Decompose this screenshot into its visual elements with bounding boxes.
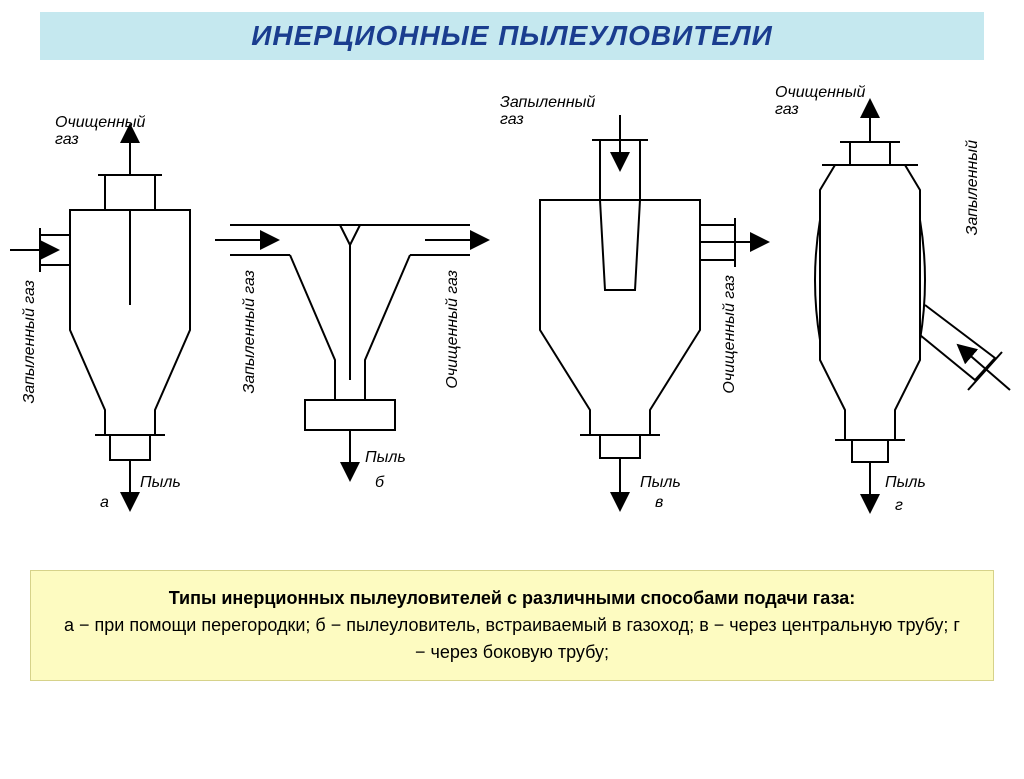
caption-heading: Типы инерционных пылеуловителей с различ… xyxy=(61,585,963,612)
title-bar: ИНЕРЦИОННЫЕ ПЫЛЕУЛОВИТЕЛИ xyxy=(40,12,984,60)
caption-box: Типы инерционных пылеуловителей с различ… xyxy=(30,570,994,681)
diagram-area: Очищенный газ Запыленный газ Пыль а Запы… xyxy=(0,80,1024,560)
diagram-g xyxy=(0,80,1024,560)
page-title: ИНЕРЦИОННЫЕ ПЫЛЕУЛОВИТЕЛИ xyxy=(40,20,984,52)
caption-line: а − при помощи перегородки; б − пылеулов… xyxy=(61,612,963,666)
label-g: г xyxy=(895,498,903,515)
label-dust-g: Пыль xyxy=(885,475,926,492)
label-cleaned-g: Очищенный газ xyxy=(775,85,865,119)
label-dusty-g: Запыленный xyxy=(965,140,982,235)
